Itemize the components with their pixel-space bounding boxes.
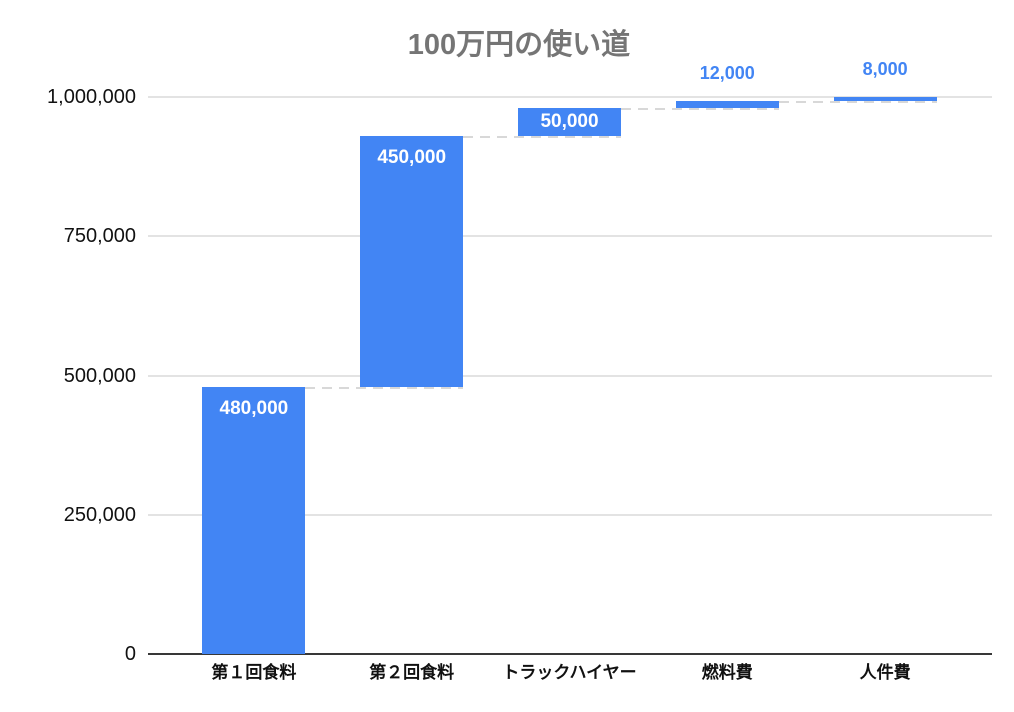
y-gridline bbox=[148, 374, 992, 377]
y-tick-label: 0 bbox=[124, 643, 136, 665]
connector-line bbox=[621, 108, 779, 111]
waterfall-bar bbox=[833, 97, 937, 102]
x-axis-label: 燃料費 bbox=[701, 663, 753, 682]
x-axis-label: トラックハイヤー bbox=[502, 663, 637, 682]
waterfall-bar bbox=[675, 101, 779, 109]
y-gridline bbox=[148, 235, 992, 238]
bar-value-label: 12,000 bbox=[699, 63, 755, 84]
y-tick-label: 500,000 bbox=[63, 364, 136, 387]
bar-value-label: 50,000 bbox=[540, 111, 599, 133]
bar-value-label: 480,000 bbox=[219, 397, 289, 419]
connector-line bbox=[463, 135, 621, 138]
x-axis-label: 第２回食料 bbox=[369, 663, 455, 682]
y-tick-label: 750,000 bbox=[63, 225, 136, 248]
connector-line bbox=[305, 386, 464, 389]
waterfall-bar bbox=[360, 135, 464, 387]
x-axis-line bbox=[148, 653, 992, 655]
x-axis-label: 人件費 bbox=[859, 663, 911, 682]
x-axis-label: 第１回食料 bbox=[211, 663, 297, 682]
connector-line bbox=[778, 101, 937, 104]
chart-title: 100万円の使い道 bbox=[407, 29, 631, 61]
bar-value-label: 8,000 bbox=[862, 59, 908, 79]
y-gridline bbox=[148, 513, 992, 516]
y-tick-label: 1,000,000 bbox=[47, 86, 136, 108]
y-gridline bbox=[148, 96, 992, 98]
y-tick-label: 250,000 bbox=[63, 503, 136, 526]
waterfall-bar bbox=[202, 386, 306, 654]
waterfall-bar bbox=[518, 108, 621, 136]
bar-value-label: 450,000 bbox=[377, 146, 447, 168]
